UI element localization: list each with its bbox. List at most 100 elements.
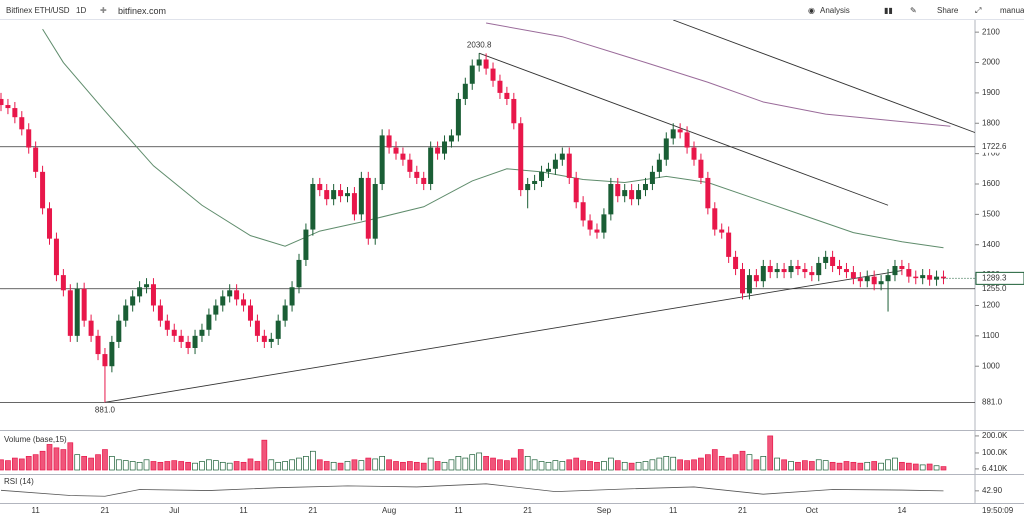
interval[interactable]: 1D (76, 6, 87, 15)
candle-body (448, 135, 454, 142)
candle-body (552, 159, 558, 169)
volume-bar (240, 461, 247, 471)
candle-body (684, 132, 690, 148)
candle-body (760, 266, 766, 282)
volume-bar (919, 464, 926, 471)
candle-body (400, 153, 406, 160)
candle-body (677, 129, 683, 133)
symbol[interactable]: Bitfinex ETH/USD (6, 6, 70, 15)
rsi-tick-label: 42.90 (982, 486, 1003, 495)
volume-bar (74, 454, 81, 471)
volume-bar (206, 459, 212, 471)
y-tick-label: 2000 (982, 58, 1000, 67)
low-annotation: 881.0 (95, 405, 116, 414)
candle-body (268, 338, 274, 342)
volume-bar (407, 461, 413, 471)
volume-bar (538, 461, 545, 471)
analysis-button[interactable]: Analysis (820, 6, 850, 15)
level-tag (976, 140, 1024, 153)
volume-bar (469, 454, 476, 471)
volume-bar (115, 459, 122, 471)
candle-body (934, 276, 940, 280)
candle-body (746, 275, 752, 294)
draw-icon[interactable]: ✎ (910, 6, 917, 15)
volume-bar (39, 450, 46, 471)
volume-bar (510, 457, 517, 471)
candle-body (324, 190, 330, 200)
volume-bar (822, 460, 829, 471)
volume-bar (795, 461, 801, 471)
site-link[interactable]: bitfinex.com (118, 6, 167, 16)
volume-bar (476, 452, 483, 471)
candle-body (532, 180, 538, 184)
eye-icon[interactable]: ◉ (808, 6, 815, 15)
volume-bar (635, 461, 642, 471)
candle-body (421, 177, 427, 184)
candle-body (157, 305, 163, 321)
candle-body (871, 276, 877, 285)
candle-body (636, 190, 642, 200)
high-annotation: 2030.8 (467, 40, 492, 49)
candle-body (629, 190, 635, 200)
moving-average (42, 28, 944, 249)
volume-bar (434, 461, 441, 471)
candle-body (490, 68, 496, 81)
candle-body (642, 184, 648, 191)
share-button[interactable]: Share (937, 6, 959, 15)
volume-bar (323, 461, 330, 471)
volume-bar (400, 461, 406, 471)
candle-body (705, 177, 711, 209)
candle-body (781, 269, 787, 273)
trend-line (479, 52, 889, 206)
volume-bar (885, 459, 891, 471)
volume-bar (46, 444, 53, 471)
volume-bar (129, 461, 136, 471)
volume-bar (427, 457, 434, 471)
volume-bar (316, 459, 323, 471)
volume-bar (670, 456, 677, 471)
x-tick-label: Aug (382, 506, 396, 515)
volume-bar (344, 461, 351, 471)
volume-bar (815, 459, 822, 471)
volume-bar (788, 461, 794, 471)
bars-icon[interactable]: ▮▮ (884, 6, 893, 15)
candle-body (615, 184, 621, 197)
candle-body (227, 290, 233, 297)
candle-body (351, 193, 357, 215)
volume-bar (455, 456, 462, 471)
volume-bar (843, 461, 850, 471)
volume-bar (102, 449, 108, 471)
candle-body (878, 281, 884, 285)
candle-body (850, 272, 856, 279)
candle-body (0, 98, 4, 106)
candle-body (788, 266, 794, 273)
candle-body (442, 141, 448, 154)
candle-body (843, 269, 849, 273)
volume-bar (365, 457, 372, 471)
y-tick-label: 1000 (982, 361, 1000, 370)
volume-bar (0, 459, 4, 471)
candle-body (338, 190, 344, 197)
volume-bar (836, 462, 843, 471)
candle-body (864, 276, 870, 282)
volume-bar (67, 442, 74, 471)
volume-bar (5, 460, 11, 471)
volume-bar (517, 449, 524, 471)
volume-bar (254, 461, 261, 471)
volume-bar (150, 461, 157, 471)
volume-bar (774, 457, 781, 471)
candle-body (12, 108, 18, 118)
mode-button[interactable]: manua (1000, 6, 1024, 15)
candle-body (594, 229, 600, 233)
rsi-line (0, 483, 944, 497)
volume-bar (829, 461, 836, 471)
candle-body (372, 184, 378, 239)
candle-body (816, 262, 822, 276)
candle-body (455, 98, 461, 136)
volume-bar (379, 456, 385, 471)
compare-icon[interactable]: ✚ (100, 6, 107, 15)
fullscreen-icon[interactable]: ⤢ (975, 6, 982, 15)
volume-bar (289, 459, 295, 471)
volume-bar (143, 459, 150, 471)
volume-bar (448, 459, 455, 471)
